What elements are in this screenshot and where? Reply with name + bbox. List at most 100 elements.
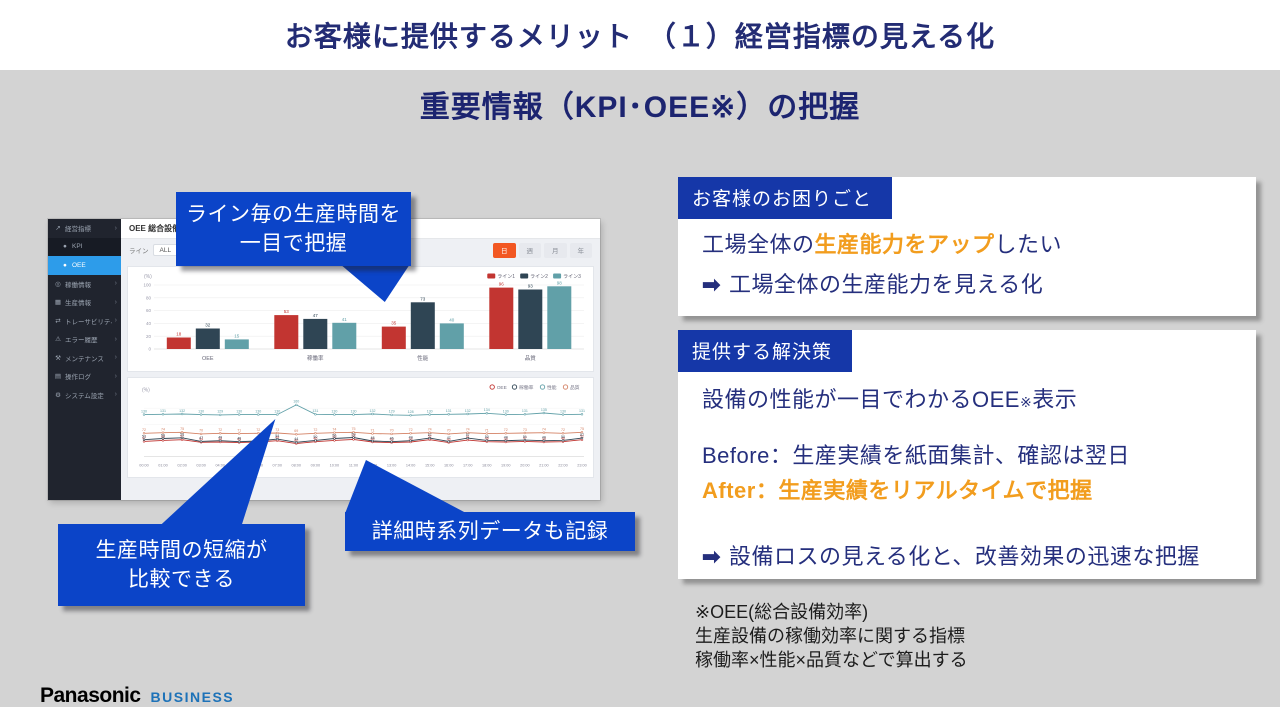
panasonic-wordmark: Panasonic	[40, 684, 141, 707]
svg-text:15:00: 15:00	[425, 464, 435, 468]
svg-text:130: 130	[560, 409, 566, 413]
svg-text:130: 130	[503, 409, 509, 413]
sidebar-item-kado-joho[interactable]: ◎ 稼働情報 ›	[55, 280, 117, 289]
solution-line1: 設備の性能が一目でわかるOEE※表示	[702, 387, 1078, 412]
svg-text:品質: 品質	[525, 354, 537, 362]
svg-text:52: 52	[142, 435, 146, 439]
block-arrow-icon: ➡	[702, 272, 721, 297]
svg-text:130: 130	[255, 409, 261, 413]
svg-text:50: 50	[161, 435, 165, 439]
chevron-right-icon: ›	[114, 317, 117, 325]
svg-text:47: 47	[142, 436, 146, 440]
settings-gear-icon: ⚙	[55, 391, 61, 399]
svg-text:73: 73	[420, 296, 426, 301]
trend-chart-icon: ↗	[55, 225, 61, 233]
svg-text:44: 44	[294, 437, 298, 441]
svg-text:49: 49	[504, 436, 508, 440]
sidebar-item-kpi[interactable]: ● KPI	[48, 237, 121, 256]
bar-chart: 0 20 40 60 80 100 (%) ライン1 ライン2 ライン3 OEE 18 32 15 稼働率 5…	[143, 273, 584, 362]
svg-text:56: 56	[161, 433, 165, 437]
svg-text:(%): (%)	[142, 388, 150, 394]
svg-text:45: 45	[504, 437, 508, 441]
customer-problem-panel: お客様のお困りごと 工場全体の生産能力をアップしたい ➡ 工場全体の生産能力を見え…	[678, 177, 1256, 316]
svg-text:74: 74	[332, 428, 336, 432]
svg-text:57: 57	[466, 433, 470, 437]
svg-text:71: 71	[371, 428, 375, 432]
sidebar-item-error-rireki[interactable]: ⚠ エラー履歴 ›	[55, 335, 117, 345]
svg-text:130: 130	[141, 409, 147, 413]
sidebar-item-traceability[interactable]: ⇄ トレーサビリティ ›	[55, 317, 117, 326]
svg-text:21:00: 21:00	[539, 464, 549, 468]
sidebar-item-maintenance[interactable]: ⚒ メンテナンス ›	[55, 354, 117, 363]
svg-text:性能: 性能	[547, 384, 557, 391]
bar	[224, 339, 249, 349]
svg-text:131: 131	[160, 409, 166, 413]
svg-text:129: 129	[217, 410, 223, 414]
svg-text:50: 50	[561, 435, 565, 439]
svg-text:49: 49	[275, 436, 279, 440]
oee-dot-icon: ●	[63, 261, 67, 269]
svg-text:20: 20	[146, 334, 152, 339]
svg-text:09:00: 09:00	[311, 464, 321, 468]
svg-text:50: 50	[332, 435, 336, 439]
sidebar-item-sosa-log[interactable]: ▤ 操作ログ ›	[54, 372, 117, 382]
svg-text:43: 43	[237, 437, 241, 441]
period-button-group: 日週月年	[493, 242, 592, 258]
svg-text:50: 50	[485, 435, 489, 439]
svg-text:16:00: 16:00	[444, 464, 454, 468]
svg-text:131: 131	[579, 409, 585, 413]
svg-text:100: 100	[143, 283, 151, 288]
svg-text:OEE: OEE	[497, 385, 507, 391]
svg-text:69: 69	[294, 429, 298, 433]
svg-text:46: 46	[561, 437, 565, 441]
sidebar-item-oee[interactable]: ● OEE	[48, 256, 121, 275]
footnote-marker: ※	[1019, 394, 1033, 410]
bar-chart-panel: 0 20 40 60 80 100 (%) ライン1 ライン2 ライン3 OEE 18 32 15 稼働率 5…	[127, 266, 594, 372]
svg-text:51: 51	[466, 435, 470, 439]
svg-text:41: 41	[342, 317, 348, 322]
sidebar-item-system-settings[interactable]: ⚙ システム設定 ›	[55, 391, 117, 400]
svg-text:130: 130	[351, 409, 357, 413]
svg-text:49: 49	[218, 436, 222, 440]
period-button-inactive[interactable]: 年	[569, 242, 592, 258]
svg-text:OEE: OEE	[202, 356, 214, 362]
callout-comparison: 生産時間の短縮が 比較できる	[58, 524, 305, 606]
line-chart: (%)OEE稼働率性能品質00:0001:0002:0003:0004:0005…	[139, 384, 587, 468]
svg-text:45: 45	[409, 437, 413, 441]
svg-text:08:00: 08:00	[292, 464, 302, 468]
bar	[381, 326, 406, 349]
period-button-active[interactable]: 日	[493, 242, 516, 258]
slide-subtitle: 重要情報（KPI･OEE※）の把握	[419, 91, 861, 124]
svg-text:74: 74	[428, 428, 432, 432]
bar	[410, 302, 435, 349]
svg-text:56: 56	[332, 433, 336, 437]
svg-text:75: 75	[352, 427, 356, 431]
solution-header: 提供する解決策	[678, 330, 853, 372]
svg-text:70: 70	[390, 429, 394, 433]
svg-text:品質: 品質	[570, 384, 580, 391]
svg-text:47: 47	[199, 436, 203, 440]
svg-text:45: 45	[542, 437, 546, 441]
svg-text:48: 48	[371, 436, 375, 440]
svg-text:132: 132	[179, 409, 185, 413]
svg-text:54: 54	[275, 434, 279, 438]
svg-text:40: 40	[294, 438, 298, 442]
svg-text:07:00: 07:00	[273, 464, 283, 468]
svg-text:13:00: 13:00	[387, 464, 397, 468]
bar	[195, 328, 220, 349]
period-button-inactive[interactable]: 月	[544, 242, 567, 258]
block-arrow-icon: ➡	[702, 544, 721, 569]
chevron-right-icon: ›	[114, 335, 117, 343]
line-series	[143, 437, 583, 443]
svg-text:11:00: 11:00	[349, 464, 358, 468]
svg-text:01:00: 01:00	[158, 464, 168, 468]
bar	[439, 323, 464, 349]
sidebar-item-seisan-joho[interactable]: ▦ 生産情報 ›	[54, 298, 117, 308]
svg-text:15: 15	[234, 333, 240, 338]
sidebar-item-keiei-shihyo[interactable]: ↗ 経営指標 ›	[55, 224, 117, 234]
line-chart-panel: (%)OEE稼働率性能品質00:0001:0002:0003:0004:0005…	[127, 377, 594, 478]
svg-text:75: 75	[180, 427, 184, 431]
period-button-inactive[interactable]: 週	[518, 242, 541, 258]
svg-text:23:00: 23:00	[577, 464, 587, 468]
bar	[489, 287, 514, 349]
